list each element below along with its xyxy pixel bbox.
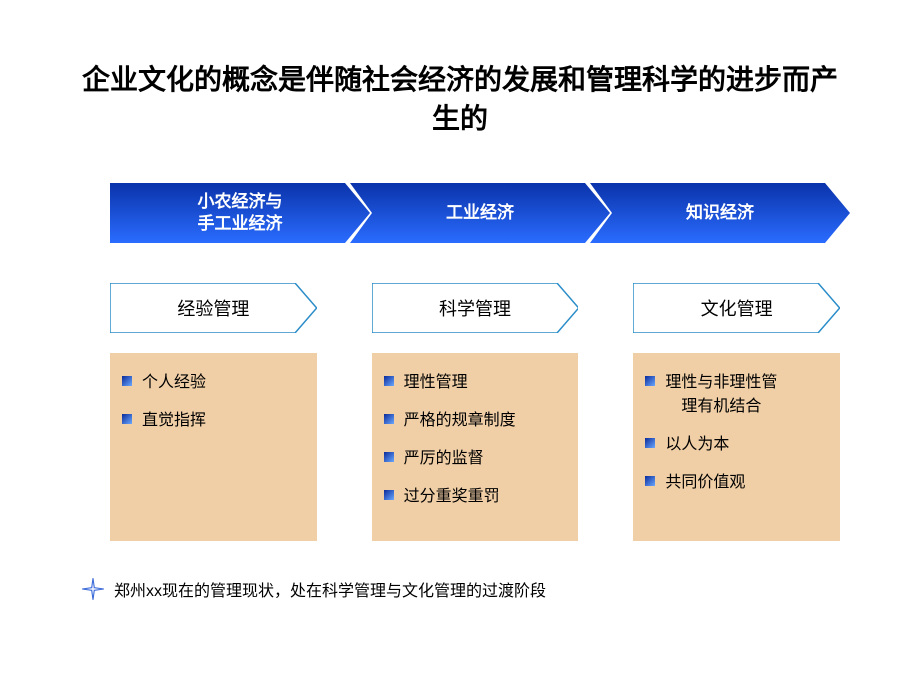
management-outline-row: 经验管理 科学管理 文化管理 [110, 283, 840, 333]
bullet-text: 理性管理 [404, 371, 468, 395]
bullet-item: 直觉指挥 [122, 409, 305, 433]
management-outline-1: 科学管理 [372, 283, 579, 333]
bullet-icon [122, 376, 132, 386]
bullet-text: 理性与非理性管 理有机结合 [665, 371, 777, 419]
bullet-item: 理性与非理性管 理有机结合 [645, 371, 828, 419]
bullet-item: 严厉的监督 [384, 447, 567, 471]
bullet-icon [384, 452, 394, 462]
economy-arrow-2: 知识经济 [590, 183, 850, 243]
bullet-text: 直觉指挥 [142, 409, 206, 433]
bullet-icon [384, 490, 394, 500]
bullet-box-1: 理性管理 严格的规章制度 [372, 353, 579, 541]
bullet-box-0: 个人经验 直觉指挥 [110, 353, 317, 541]
management-outline-2: 文化管理 [633, 283, 840, 333]
bullet-text: 以人为本 [665, 433, 729, 457]
bullet-text: 严格的规章制度 [404, 409, 516, 433]
bullet-text: 过分重奖重罚 [404, 485, 500, 509]
bullet-item: 严格的规章制度 [384, 409, 567, 433]
footer-text: 郑州xx现在的管理现状，处在科学管理与文化管理的过渡阶段 [114, 577, 546, 601]
bullet-text: 共同价值观 [665, 471, 745, 495]
economy-arrow-1: 工业经济 [350, 183, 610, 243]
bullet-item: 理性管理 [384, 371, 567, 395]
bullet-item: 过分重奖重罚 [384, 485, 567, 509]
footer-note: 郑州xx现在的管理现状，处在科学管理与文化管理的过渡阶段 [80, 576, 840, 602]
bullet-item: 个人经验 [122, 371, 305, 395]
bullet-item: 以人为本 [645, 433, 828, 457]
bullet-icon [645, 376, 655, 386]
bullet-item: 共同价值观 [645, 471, 828, 495]
bullet-box-2: 理性与非理性管 理有机结合 以人为本 [633, 353, 840, 541]
bullet-icon [645, 438, 655, 448]
bullet-icon [122, 414, 132, 424]
management-outline-0: 经验管理 [110, 283, 317, 333]
economy-arrow-row: 小农经济与 手工业经济 工业经济 知识经济 [110, 183, 840, 243]
bullet-text: 严厉的监督 [404, 447, 484, 471]
bullet-boxes-row: 个人经验 直觉指挥 [110, 353, 840, 541]
bullet-text: 个人经验 [142, 371, 206, 395]
bullet-icon [384, 376, 394, 386]
star-icon [80, 576, 106, 602]
page-title: 企业文化的概念是伴随社会经济的发展和管理科学的进步而产生的 [80, 60, 840, 138]
bullet-icon [645, 476, 655, 486]
bullet-icon [384, 414, 394, 424]
economy-arrow-0: 小农经济与 手工业经济 [110, 183, 370, 243]
